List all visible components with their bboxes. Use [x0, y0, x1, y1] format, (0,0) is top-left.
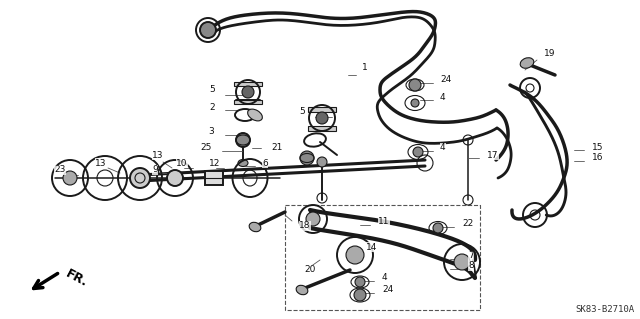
- Circle shape: [409, 79, 421, 91]
- Circle shape: [63, 171, 77, 185]
- Text: 11: 11: [378, 218, 390, 226]
- Text: 1: 1: [362, 63, 368, 72]
- Text: FR.: FR.: [63, 267, 90, 289]
- Circle shape: [316, 112, 328, 124]
- Text: 17: 17: [487, 151, 499, 160]
- Text: 10: 10: [176, 159, 188, 167]
- Circle shape: [236, 133, 250, 147]
- Circle shape: [346, 246, 364, 264]
- Text: 8: 8: [468, 262, 474, 271]
- Circle shape: [130, 168, 150, 188]
- Text: 4: 4: [382, 273, 388, 283]
- Text: 25: 25: [200, 143, 211, 152]
- Circle shape: [306, 212, 320, 226]
- Bar: [234, 100, 262, 104]
- Bar: [234, 82, 262, 86]
- Ellipse shape: [249, 222, 261, 232]
- Text: 13: 13: [152, 151, 163, 160]
- Circle shape: [167, 170, 183, 186]
- Circle shape: [317, 157, 327, 167]
- Text: 4: 4: [440, 93, 445, 101]
- Text: 5: 5: [209, 85, 215, 94]
- Ellipse shape: [248, 109, 262, 121]
- Circle shape: [413, 147, 423, 157]
- Text: 19: 19: [544, 48, 556, 57]
- Text: 15: 15: [592, 143, 604, 152]
- Bar: [285, 205, 480, 310]
- Circle shape: [200, 22, 216, 38]
- Circle shape: [454, 254, 470, 270]
- Text: 6: 6: [262, 159, 268, 167]
- Circle shape: [355, 277, 365, 287]
- Text: 12: 12: [209, 159, 220, 167]
- Text: 24: 24: [440, 76, 451, 85]
- Text: 16: 16: [592, 153, 604, 162]
- Text: 18: 18: [299, 221, 310, 231]
- Text: 13: 13: [95, 159, 106, 167]
- Text: 14: 14: [366, 242, 378, 251]
- Ellipse shape: [520, 58, 534, 68]
- Circle shape: [134, 172, 146, 184]
- Text: 20: 20: [304, 265, 316, 275]
- Text: 3: 3: [208, 128, 214, 137]
- Text: 5: 5: [299, 108, 305, 116]
- Circle shape: [354, 289, 366, 301]
- Text: 7: 7: [468, 251, 474, 261]
- Circle shape: [300, 151, 314, 165]
- Text: 9: 9: [152, 166, 157, 174]
- Text: SK83-B2710A: SK83-B2710A: [576, 305, 635, 314]
- Circle shape: [242, 86, 254, 98]
- Bar: [308, 126, 336, 131]
- Text: 21: 21: [271, 144, 282, 152]
- Text: 24: 24: [382, 286, 393, 294]
- Bar: [308, 107, 336, 112]
- Text: 2: 2: [209, 102, 214, 112]
- Ellipse shape: [238, 160, 248, 167]
- Bar: [205, 171, 223, 185]
- Circle shape: [411, 99, 419, 107]
- Circle shape: [433, 223, 443, 233]
- Text: 22: 22: [462, 219, 473, 228]
- Text: 23: 23: [54, 166, 65, 174]
- Text: 4: 4: [440, 144, 445, 152]
- Ellipse shape: [296, 285, 308, 295]
